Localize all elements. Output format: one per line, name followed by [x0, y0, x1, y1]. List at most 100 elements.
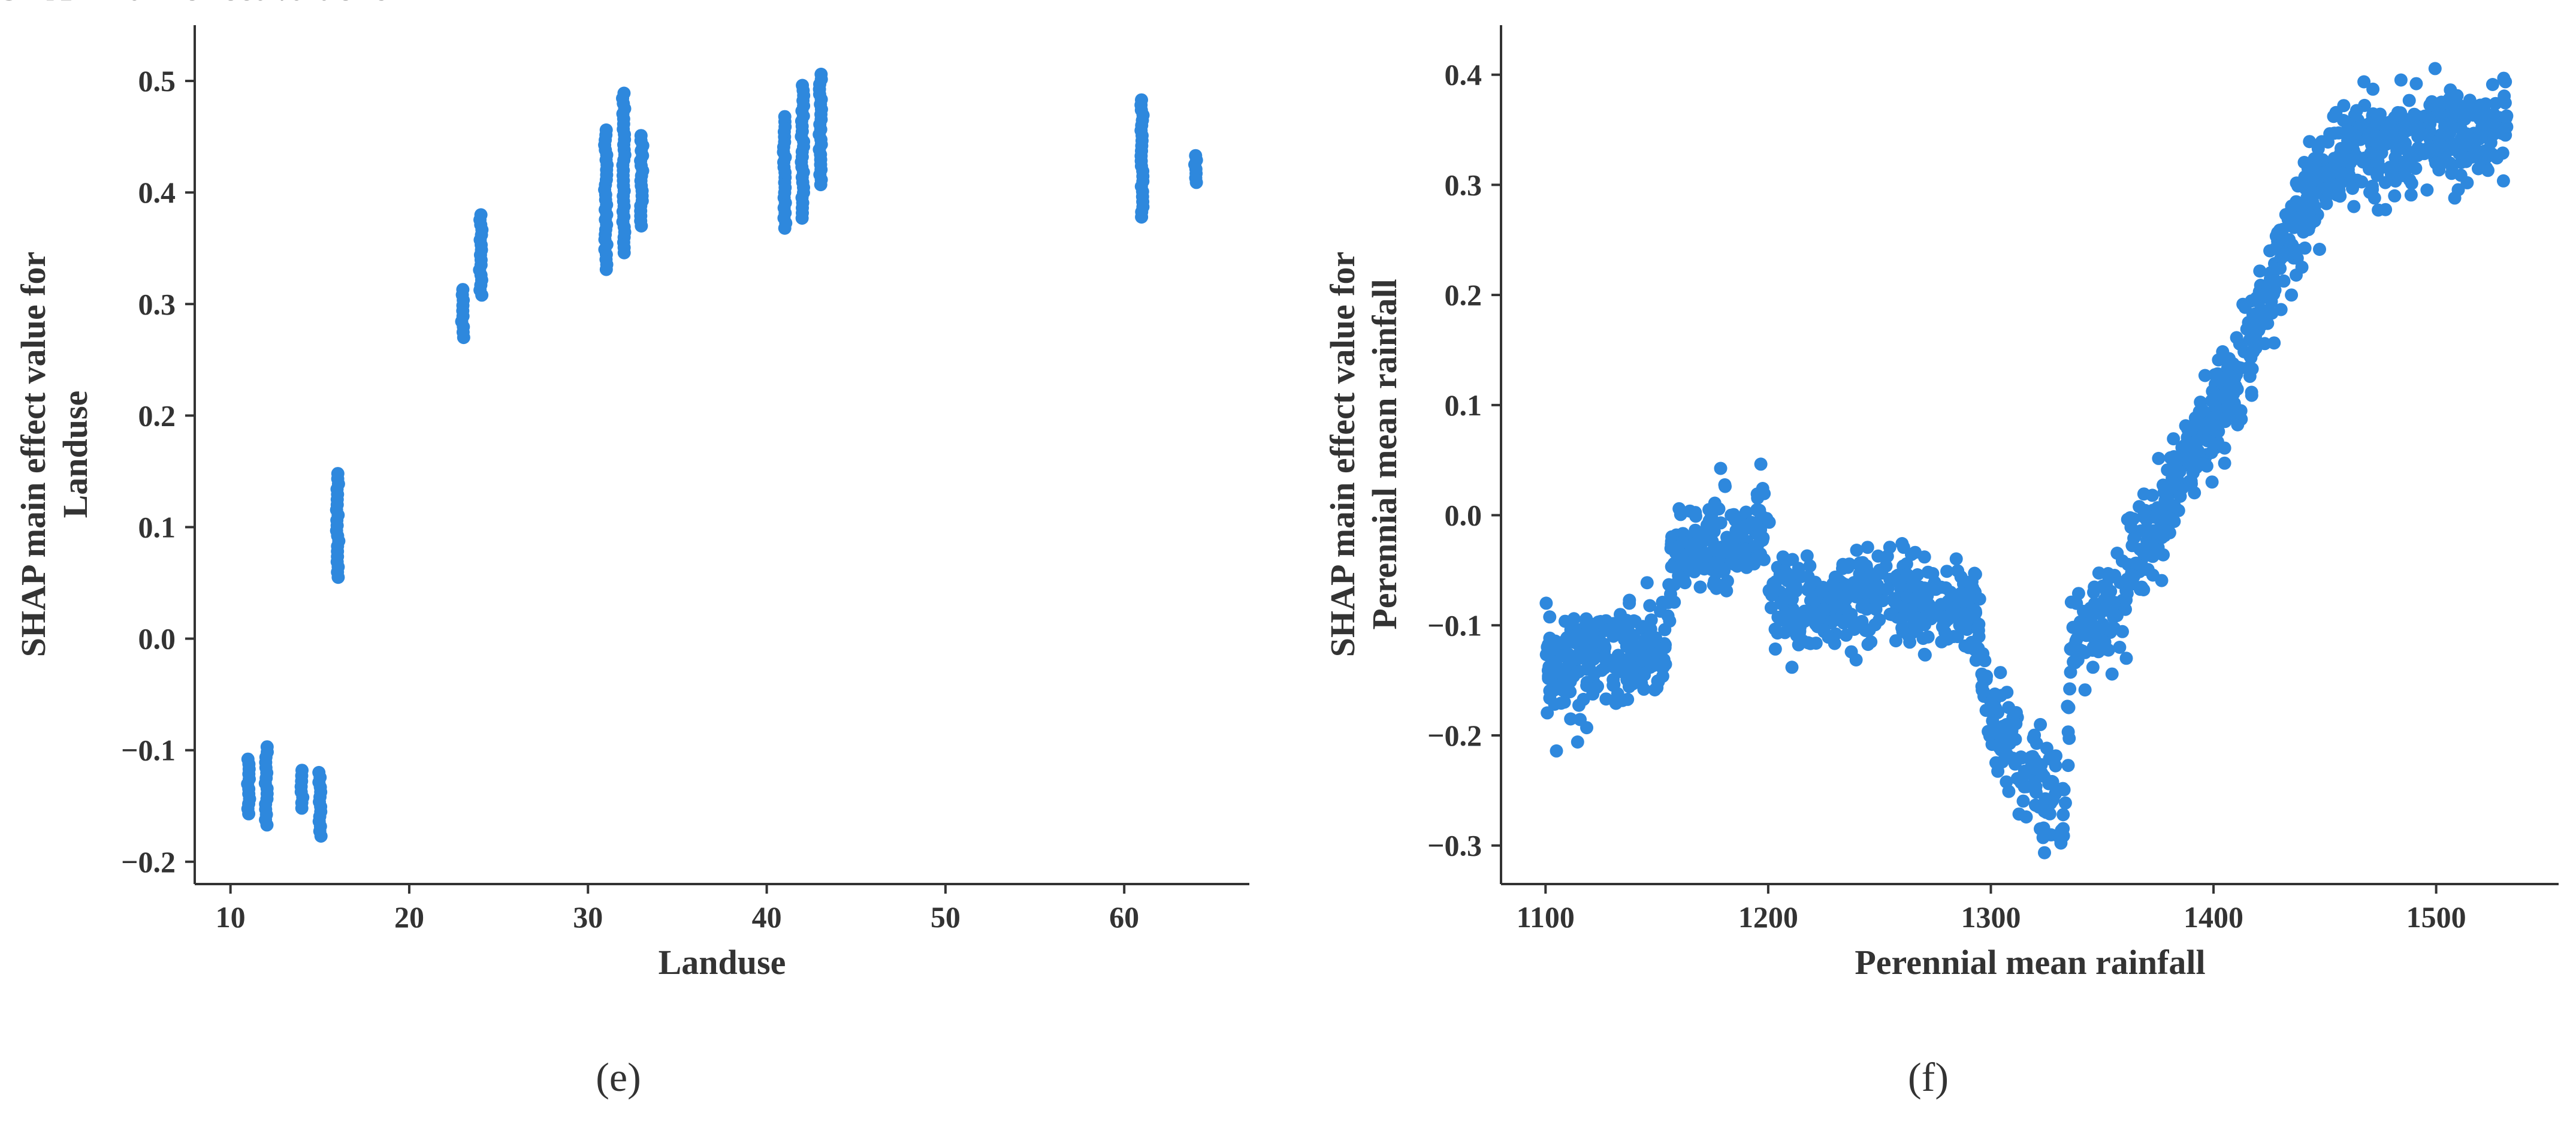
- f-data-point: [2469, 107, 2483, 121]
- e-y-axis-label-line-2: Landuse: [56, 391, 95, 518]
- f-data-point: [1888, 592, 1901, 605]
- f-data-point: [1995, 737, 2009, 750]
- f-data-point: [1790, 611, 1804, 625]
- e-data-point: [241, 752, 255, 766]
- f-data-point: [2309, 169, 2323, 182]
- e-y-tick-label: −0.1: [121, 734, 176, 767]
- f-data-point: [1665, 560, 1678, 574]
- f-data-point: [2204, 417, 2218, 430]
- f-data-point: [1843, 613, 1857, 627]
- f-data-point: [2193, 433, 2206, 447]
- f-data-point: [1994, 666, 2007, 680]
- f-data-point: [2035, 766, 2049, 780]
- f-data-point: [1855, 600, 1869, 614]
- f-data-point: [1545, 655, 1559, 668]
- f-data-point: [2167, 432, 2181, 446]
- f-data-point: [2412, 120, 2426, 134]
- f-y-tick-label: −0.2: [1427, 719, 1482, 752]
- f-data-point: [2087, 586, 2100, 599]
- f-data-point: [2096, 617, 2110, 631]
- f-data-point: [2164, 512, 2178, 526]
- f-data-point: [1975, 680, 1989, 693]
- f-data-point: [2167, 450, 2181, 463]
- e-x-tick-label: 50: [931, 900, 961, 934]
- e-x-tick-label: 40: [752, 900, 782, 934]
- f-data-point: [2119, 652, 2133, 665]
- f-data-point: [2463, 94, 2477, 107]
- f-data-point: [1805, 592, 1819, 606]
- f-data-point: [2133, 542, 2147, 556]
- f-data-point: [2313, 243, 2326, 256]
- e-data-point: [617, 86, 631, 100]
- f-data-point: [2062, 731, 2076, 745]
- f-data-point: [1723, 533, 1737, 547]
- f-data-point: [2402, 94, 2416, 107]
- f-data-point: [2364, 146, 2378, 160]
- f-y-tick-label: 0.1: [1445, 388, 1482, 422]
- f-data-point: [2420, 183, 2434, 197]
- f-data-point: [2009, 706, 2023, 719]
- f-data-point: [2040, 741, 2053, 755]
- f-x-tick-label: 1500: [2406, 900, 2466, 934]
- f-data-point: [2253, 264, 2267, 278]
- f-data-point: [2245, 385, 2258, 399]
- e-data-point: [295, 764, 309, 777]
- f-data-point: [2356, 155, 2370, 169]
- f-data-point: [1543, 691, 1557, 705]
- e-data-point: [634, 129, 648, 143]
- f-data-point: [2347, 200, 2361, 213]
- f-data-point: [2311, 142, 2325, 156]
- f-data-point: [2490, 151, 2504, 165]
- f-data-point: [2034, 717, 2047, 731]
- f-data-point: [1599, 692, 1613, 706]
- f-data-point: [2281, 234, 2294, 248]
- f-data-point: [2019, 810, 2033, 824]
- f-data-point: [2049, 759, 2062, 773]
- f-data-point: [1659, 657, 1672, 671]
- f-data-point: [1672, 502, 1686, 515]
- f-data-point: [1938, 625, 1952, 639]
- f-y-tick-label: −0.1: [1427, 608, 1482, 642]
- e-y-axis-label: SHAP main effect value for: [0, 0, 406, 8]
- f-data-point: [2323, 127, 2337, 141]
- f-data-point: [2306, 186, 2320, 200]
- f-data-point: [1847, 586, 1861, 599]
- f-data-point: [1965, 635, 1979, 649]
- f-data-point: [1870, 595, 1883, 608]
- f-data-point: [2200, 459, 2213, 473]
- f-data-point: [1684, 556, 1698, 569]
- f-data-point: [1900, 568, 1914, 581]
- f-data-point: [2394, 106, 2408, 120]
- f-data-point: [1564, 712, 1578, 726]
- f-data-point: [2055, 824, 2068, 837]
- f-data-point: [1648, 656, 1661, 669]
- f-data-point: [2137, 509, 2150, 523]
- f-data-point: [2152, 451, 2166, 465]
- f-data-point: [2283, 247, 2297, 261]
- e-y-tick-label: 0.5: [138, 64, 176, 98]
- f-data-point: [1817, 602, 1831, 616]
- f-data-point: [2119, 584, 2133, 598]
- f-data-point: [1672, 569, 1686, 583]
- e-x-ticks: 10 20 30 40 50 60: [216, 884, 1139, 934]
- f-data-point: [1543, 610, 1557, 624]
- f-data-point: [2221, 397, 2235, 411]
- f-data-point: [1800, 549, 1814, 563]
- f-y-tick-label: 0.0: [1445, 499, 1482, 532]
- f-data-point: [2332, 177, 2345, 191]
- f-data-point: [2092, 566, 2106, 580]
- f-data-point: [1969, 653, 1983, 667]
- f-data-point: [1718, 478, 1732, 491]
- f-data-point: [1720, 574, 1734, 588]
- f-data-point: [1623, 593, 1636, 607]
- f-data-point: [2349, 104, 2363, 117]
- f-data-point: [2205, 475, 2219, 489]
- f-data-point: [2121, 512, 2134, 526]
- f-data-point: [1786, 553, 1799, 566]
- f-data-point: [2142, 526, 2156, 539]
- f-data-point: [2049, 749, 2062, 763]
- f-y-tick-label: −0.3: [1427, 829, 1482, 862]
- f-data-point: [2408, 107, 2421, 121]
- f-data-point: [1879, 559, 1893, 573]
